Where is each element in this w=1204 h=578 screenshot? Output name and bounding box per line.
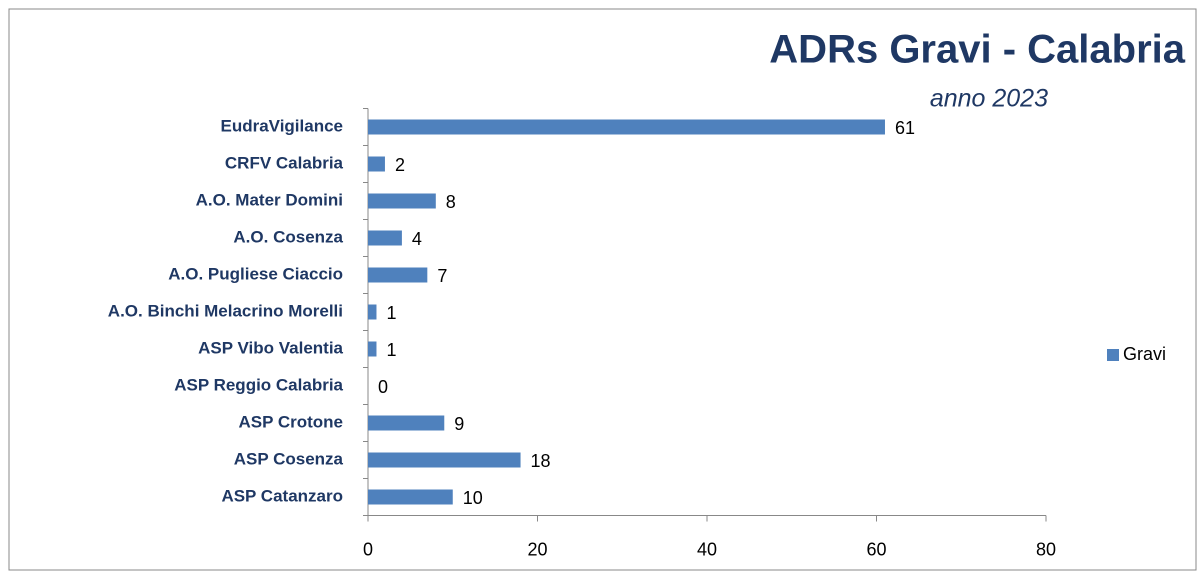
x-tick-label: 80 xyxy=(1036,539,1056,559)
value-label: 4 xyxy=(412,229,422,249)
bar xyxy=(368,119,885,135)
legend-swatch xyxy=(1107,349,1119,361)
y-tick-label: A.O. Cosenza xyxy=(233,227,343,246)
bar xyxy=(368,230,402,246)
y-tick-label: ASP Reggio Calabria xyxy=(174,375,343,394)
value-label: 7 xyxy=(437,266,447,286)
y-tick-label: ASP Crotone xyxy=(238,412,343,431)
bar xyxy=(368,193,436,209)
y-tick-label: A.O. Pugliese Ciaccio xyxy=(168,264,343,283)
bar xyxy=(368,156,385,172)
y-tick-label: CRFV Calabria xyxy=(225,153,344,172)
y-tick-label: A.O. Binchi Melacrino Morelli xyxy=(108,301,343,320)
y-tick-label: ASP Vibo Valentia xyxy=(198,338,343,357)
bar xyxy=(368,415,445,431)
bar xyxy=(368,489,453,505)
x-tick-label: 40 xyxy=(697,539,717,559)
x-tick-label: 20 xyxy=(527,539,547,559)
chart-subtitle: anno 2023 xyxy=(930,85,1048,113)
value-label: 1 xyxy=(386,340,396,360)
x-tick-label: 60 xyxy=(866,539,886,559)
y-tick-label: ASP Cosenza xyxy=(234,449,344,468)
value-label: 9 xyxy=(454,414,464,434)
value-label: 2 xyxy=(395,155,405,175)
y-tick-label: ASP Catanzaro xyxy=(221,486,343,505)
y-tick-label: EudraVigilance xyxy=(220,116,343,135)
bar xyxy=(368,452,521,468)
value-label: 0 xyxy=(378,377,388,397)
bar xyxy=(368,267,428,283)
bar xyxy=(368,341,377,357)
value-label: 8 xyxy=(446,192,456,212)
value-label: 18 xyxy=(531,451,551,471)
legend-label: Gravi xyxy=(1123,344,1166,364)
value-label: 10 xyxy=(463,488,483,508)
x-tick-label: 0 xyxy=(363,539,373,559)
bar xyxy=(368,304,377,320)
value-label: 1 xyxy=(386,303,396,323)
chart-title: ADRs Gravi - Calabria xyxy=(769,28,1185,72)
value-label: 61 xyxy=(895,118,915,138)
y-tick-label: A.O. Mater Domini xyxy=(196,190,343,209)
chart-border xyxy=(8,8,1197,571)
